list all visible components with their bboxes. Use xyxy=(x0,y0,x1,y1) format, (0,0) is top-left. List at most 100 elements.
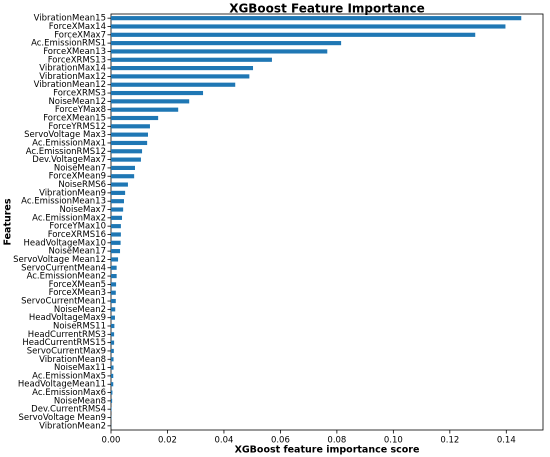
x-tick-label: 0.00 xyxy=(102,436,121,446)
bar xyxy=(111,373,114,378)
bar xyxy=(111,132,148,137)
bar xyxy=(111,282,117,287)
y-tick-label: Ac.EmissionRMS1 xyxy=(31,39,106,49)
y-tick-label: ForceXMean9 xyxy=(49,172,106,182)
y-tick-label: VibrationMean12 xyxy=(34,80,106,90)
y-tick-label: NoiseMean8 xyxy=(54,396,106,406)
bar xyxy=(111,57,272,62)
bar xyxy=(111,215,123,220)
y-tick-label: Ac.EmissionMax6 xyxy=(32,388,106,398)
y-tick-label: Ac.EmissionMax5 xyxy=(32,371,106,381)
y-tick-label: NoiseRMS11 xyxy=(53,322,106,332)
bar xyxy=(111,82,236,87)
y-tick-label: ForceXRMS3 xyxy=(53,89,106,99)
y-tick-label: VibrationMean15 xyxy=(34,14,106,24)
y-tick-label: Ac.EmissionMean13 xyxy=(21,197,106,207)
bar xyxy=(111,398,113,403)
y-tick-label: HeadVoltageMax9 xyxy=(29,313,106,323)
y-tick-label: ForceYRMS12 xyxy=(48,122,106,132)
y-tick-label: VibrationMean2 xyxy=(39,421,106,431)
y-tick-label: ServoCurrentMean1 xyxy=(21,297,106,307)
x-tick-label: 0.06 xyxy=(271,436,290,446)
bar xyxy=(111,257,119,262)
y-tick-label: ForceYMax10 xyxy=(49,222,106,232)
bar xyxy=(111,66,254,71)
bar xyxy=(111,140,148,146)
bar xyxy=(111,190,126,195)
y-tick-label: ForceXMax14 xyxy=(49,22,106,32)
bar xyxy=(111,199,124,204)
y-tick-label: ForceXRMS13 xyxy=(48,55,106,65)
y-tick-label: ForceXRMS16 xyxy=(48,230,106,240)
y-tick-label: ServoCurrentMean4 xyxy=(21,263,106,273)
y-tick-label: NoiseMax7 xyxy=(59,205,106,215)
y-tick-label: Ac.EmissionRMS12 xyxy=(26,147,106,157)
bar xyxy=(111,407,112,412)
x-tick-label: 0.08 xyxy=(327,436,346,446)
bar xyxy=(111,74,250,79)
y-tick-label: ServoVoltage Mean9 xyxy=(18,413,106,423)
bar xyxy=(111,90,204,96)
bar xyxy=(111,232,121,237)
bar xyxy=(111,390,113,395)
y-tick-label: ServoCurrentMax9 xyxy=(27,346,106,356)
y-tick-label: NoiseRMS6 xyxy=(58,180,106,190)
bar xyxy=(111,49,328,54)
bar xyxy=(111,149,143,154)
bar xyxy=(111,224,121,229)
y-tick-label: ServoVoltage Mean12 xyxy=(13,255,106,265)
y-axis-label: Features xyxy=(3,198,14,245)
x-tick-label: 0.04 xyxy=(214,436,233,446)
bar xyxy=(111,165,135,170)
y-tick-label: ForceYMax8 xyxy=(55,105,106,115)
bar xyxy=(111,41,342,46)
bar xyxy=(111,382,114,387)
y-tick-label: Ac.EmissionMax2 xyxy=(32,213,106,223)
bar xyxy=(111,274,117,279)
y-tick-label: HeadCurrentRMS15 xyxy=(22,338,106,348)
bar xyxy=(111,307,116,312)
bar xyxy=(111,107,179,112)
bar xyxy=(111,16,522,21)
x-tick-label: 0.02 xyxy=(158,436,177,446)
y-tick-label: NoiseMean2 xyxy=(54,305,106,315)
bar xyxy=(111,157,141,162)
bar xyxy=(111,332,115,337)
bar xyxy=(111,290,116,295)
x-axis-label: XGBoost feature importance score xyxy=(235,445,420,456)
y-tick-label: ForceXMean3 xyxy=(49,288,106,298)
x-tick-label: 0.14 xyxy=(497,436,516,446)
bar xyxy=(111,348,114,354)
bar xyxy=(111,240,121,245)
x-tick-label: 0.12 xyxy=(440,436,459,446)
y-tick-label: ForceXMax7 xyxy=(54,30,106,40)
y-tick-label: NoiseMean12 xyxy=(48,97,106,107)
y-tick-label: HeadCurrentRMS3 xyxy=(28,330,106,340)
y-tick-label: HeadVoltageMax10 xyxy=(24,238,107,248)
y-tick-label: ForceXMean15 xyxy=(43,114,106,124)
plot-frame xyxy=(110,13,544,431)
y-tick-label: NoiseMax11 xyxy=(54,363,106,373)
bar xyxy=(111,124,150,129)
bar xyxy=(111,32,476,37)
x-tick-label: 0.10 xyxy=(384,436,403,446)
y-tick-label: VibrationMax14 xyxy=(39,64,106,74)
bar xyxy=(111,24,506,29)
bar xyxy=(111,99,190,104)
bar xyxy=(111,298,116,304)
y-tick-label: Dev.VoltageMax7 xyxy=(32,155,106,165)
bar xyxy=(111,340,115,345)
y-tick-label: Ac.EmissionMean2 xyxy=(27,272,106,282)
y-tick-label: NoiseMean17 xyxy=(48,247,106,257)
bar xyxy=(111,207,124,212)
bar xyxy=(111,315,115,320)
bar xyxy=(111,365,114,370)
bar xyxy=(111,357,114,362)
bar xyxy=(111,174,135,179)
bar xyxy=(111,115,159,121)
y-tick-label: NoiseMean7 xyxy=(54,163,106,173)
y-tick-label: HeadVoltageMean11 xyxy=(18,380,106,390)
y-tick-label: Dev.CurrentRMS4 xyxy=(31,405,106,415)
